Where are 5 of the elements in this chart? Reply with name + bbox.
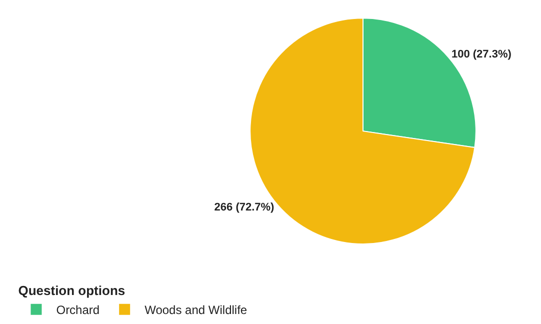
data-label: 266 (72.7%) (214, 201, 275, 214)
legend-title: Question options (18, 282, 126, 298)
legend-label: Orchard (56, 303, 100, 318)
data-label: 100 (27.3%) (451, 48, 512, 61)
legend-label: Woods and Wildlife (144, 303, 248, 318)
